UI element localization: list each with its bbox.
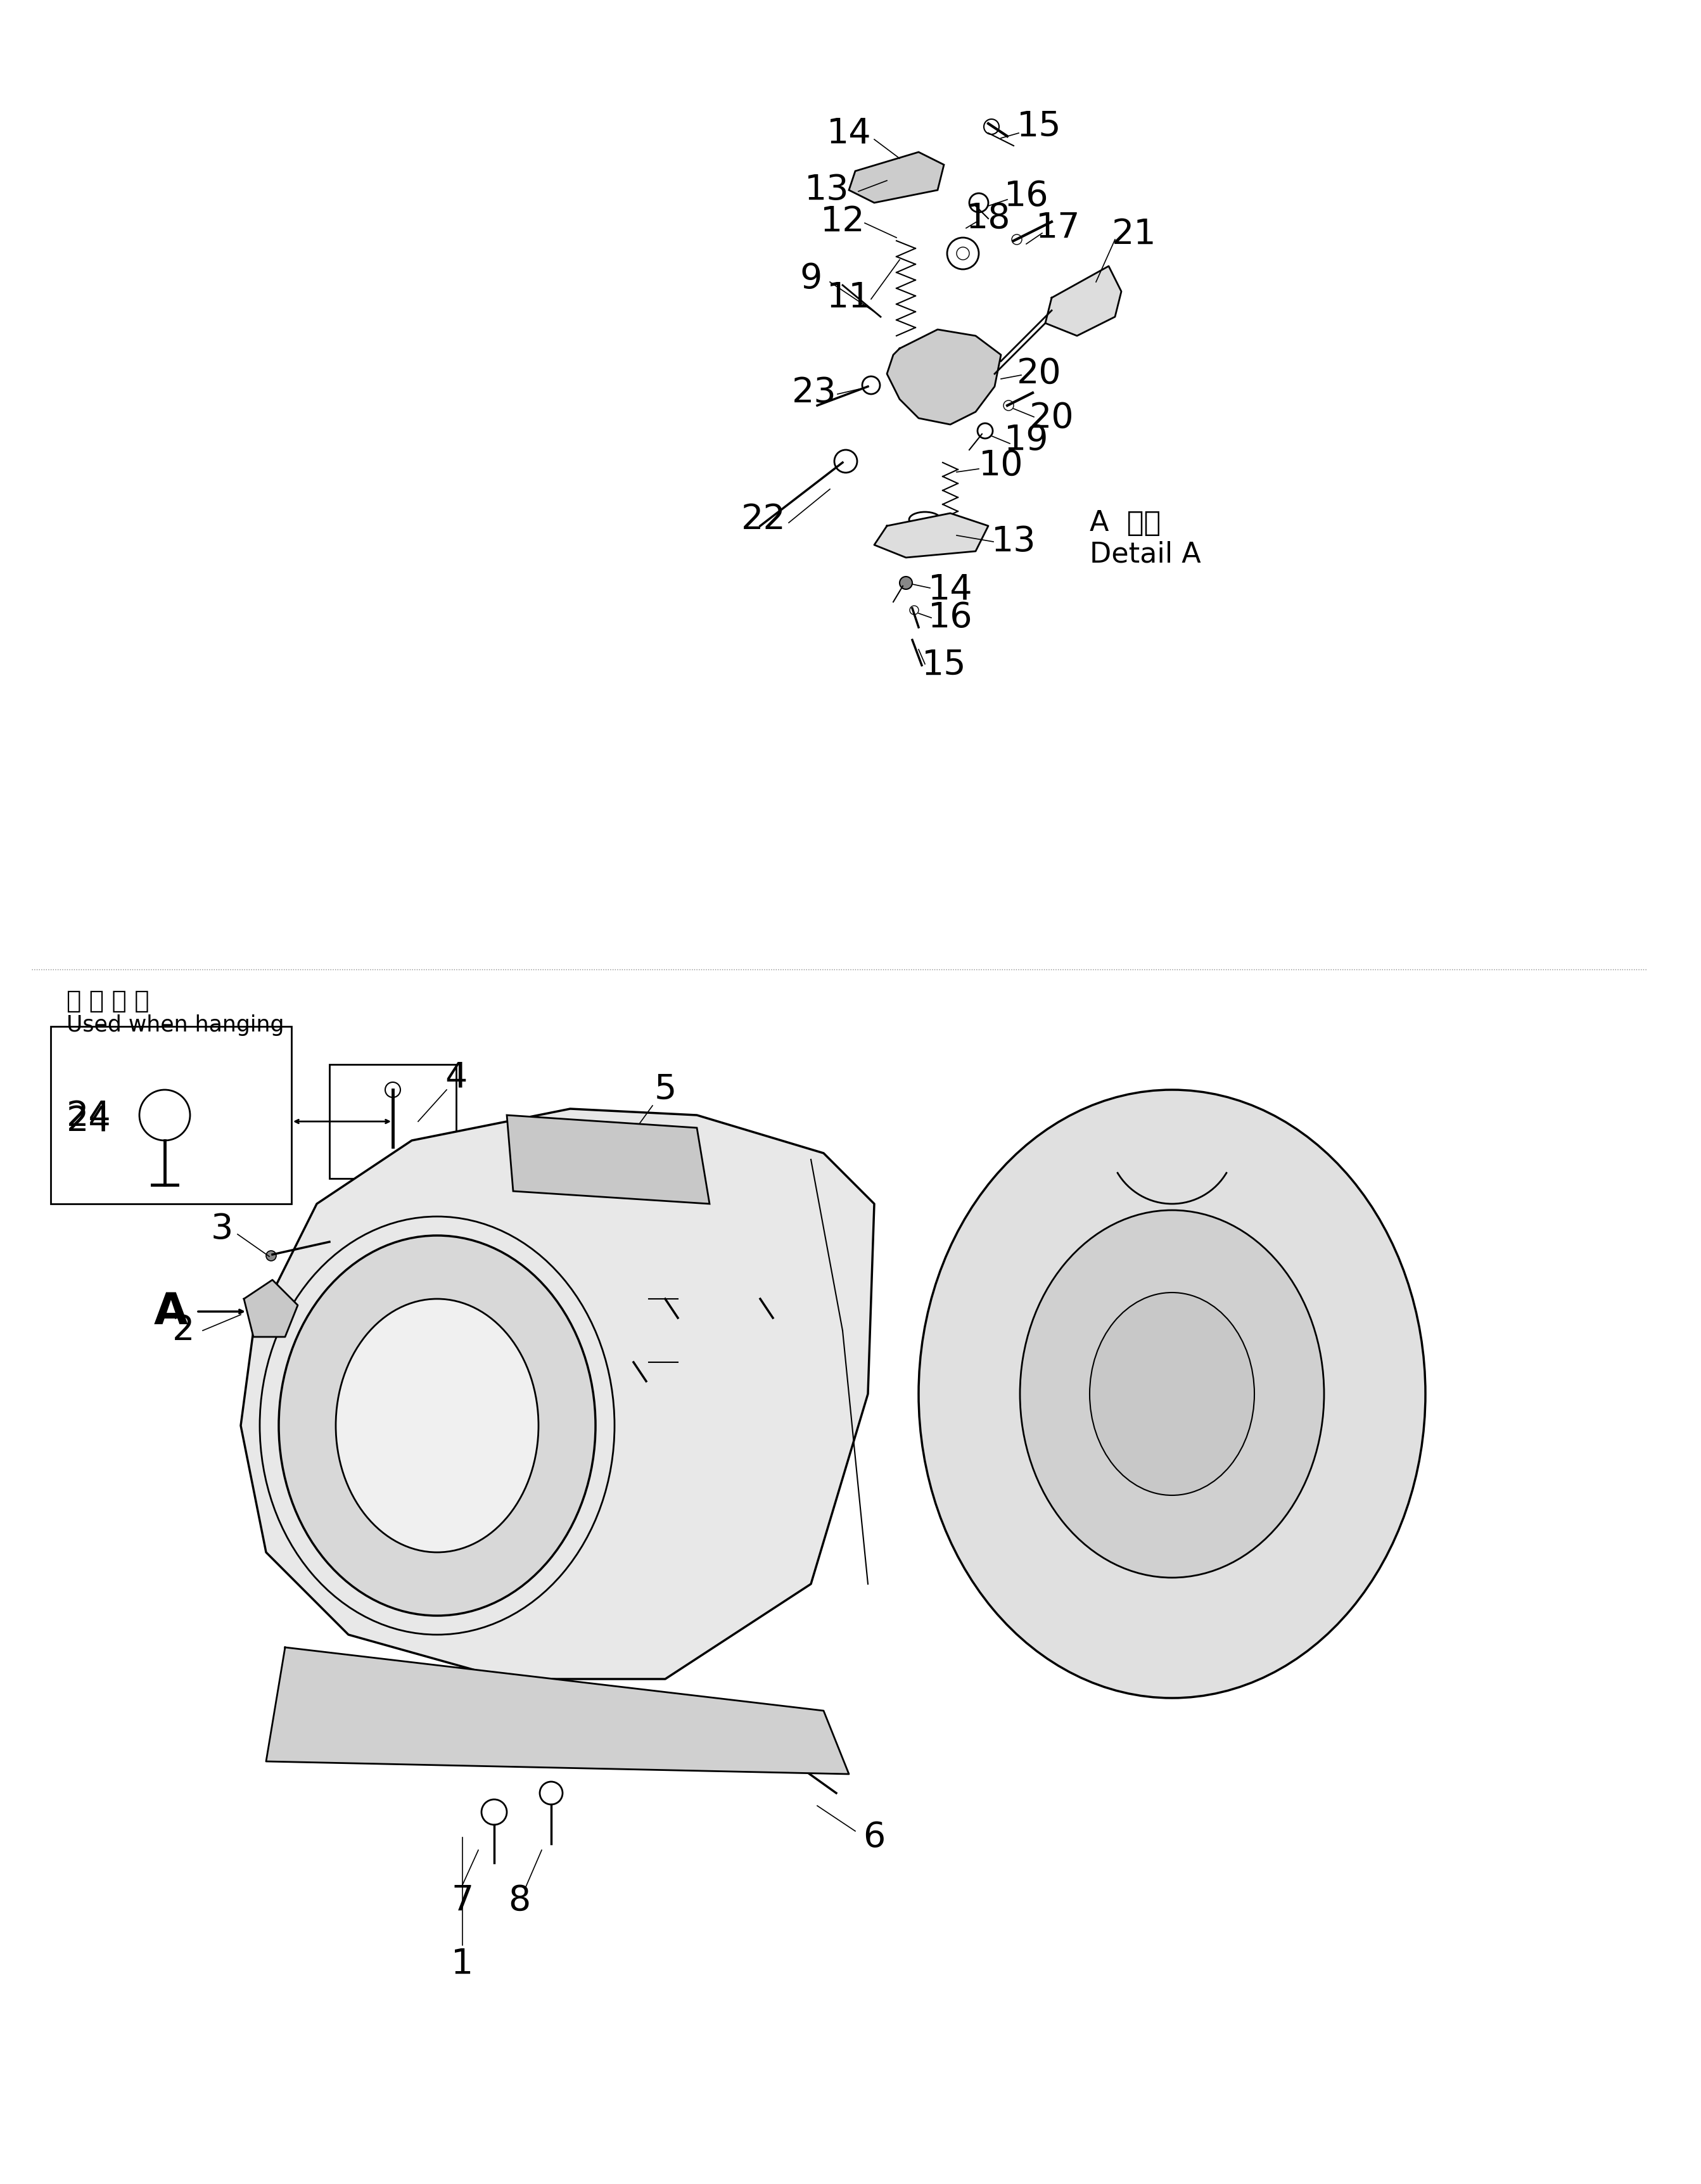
Text: Used when hanging: Used when hanging	[66, 1013, 284, 1035]
Polygon shape	[874, 513, 988, 557]
Text: 13: 13	[805, 173, 849, 207]
Text: 23: 23	[791, 376, 837, 411]
Text: 8: 8	[509, 1883, 531, 1918]
Text: 14: 14	[929, 572, 973, 607]
Text: 18: 18	[966, 201, 1010, 236]
Text: 15: 15	[922, 649, 966, 681]
Circle shape	[344, 1594, 359, 1610]
Ellipse shape	[1090, 1293, 1254, 1496]
Ellipse shape	[1021, 1210, 1323, 1577]
Polygon shape	[242, 1109, 874, 1679]
Circle shape	[920, 157, 930, 166]
Text: 12: 12	[820, 205, 864, 238]
Circle shape	[430, 1621, 444, 1636]
Ellipse shape	[335, 1299, 539, 1553]
Ellipse shape	[919, 1090, 1425, 1697]
Circle shape	[430, 1214, 444, 1230]
Text: 11: 11	[827, 282, 871, 314]
Circle shape	[857, 175, 866, 186]
Circle shape	[900, 577, 912, 590]
Circle shape	[532, 1743, 544, 1756]
Polygon shape	[849, 153, 944, 203]
Polygon shape	[507, 1116, 709, 1203]
Text: 2: 2	[172, 1313, 196, 1348]
Text: 22: 22	[742, 502, 786, 537]
Circle shape	[437, 1743, 449, 1756]
Circle shape	[342, 1743, 356, 1756]
Bar	[330, 1064, 456, 1179]
Text: 19: 19	[1004, 424, 1048, 456]
Circle shape	[515, 1243, 531, 1258]
Circle shape	[281, 1520, 296, 1535]
Circle shape	[600, 1417, 616, 1433]
Circle shape	[628, 1743, 640, 1756]
Text: 10: 10	[978, 448, 1024, 483]
Circle shape	[281, 1317, 296, 1332]
Text: 6: 6	[862, 1819, 886, 1854]
Text: 13: 13	[992, 524, 1036, 559]
Text: A: A	[155, 1291, 189, 1332]
Text: 7: 7	[451, 1883, 473, 1918]
Text: 24: 24	[66, 1105, 111, 1138]
Circle shape	[265, 1251, 276, 1260]
Polygon shape	[243, 1280, 298, 1337]
Polygon shape	[1046, 266, 1121, 336]
Text: 21: 21	[1112, 218, 1157, 251]
Text: 16: 16	[1004, 179, 1050, 214]
Ellipse shape	[279, 1236, 595, 1616]
Text: 9: 9	[799, 262, 822, 295]
Text: 1: 1	[451, 1946, 473, 1981]
Text: 20: 20	[1017, 356, 1061, 391]
Circle shape	[723, 1743, 735, 1756]
Polygon shape	[265, 1647, 849, 1773]
Text: 4: 4	[446, 1059, 468, 1094]
Circle shape	[344, 1243, 359, 1258]
Text: 16: 16	[929, 601, 973, 636]
Circle shape	[578, 1520, 594, 1535]
Circle shape	[578, 1317, 594, 1332]
Text: 3: 3	[211, 1212, 233, 1247]
Text: 14: 14	[827, 116, 871, 151]
Text: 17: 17	[1036, 212, 1080, 245]
Text: A  詳細
Detail A: A 詳細 Detail A	[1090, 509, 1201, 568]
Text: 15: 15	[1017, 109, 1061, 144]
Circle shape	[259, 1417, 274, 1433]
Text: 20: 20	[1029, 402, 1073, 435]
Polygon shape	[886, 330, 1000, 424]
Text: 5: 5	[653, 1072, 677, 1107]
Circle shape	[515, 1594, 531, 1610]
Bar	[51, 1026, 291, 1203]
Text: 24: 24	[66, 1099, 111, 1133]
Text: 吹 上 げ 時: 吹 上 げ 時	[66, 989, 150, 1013]
